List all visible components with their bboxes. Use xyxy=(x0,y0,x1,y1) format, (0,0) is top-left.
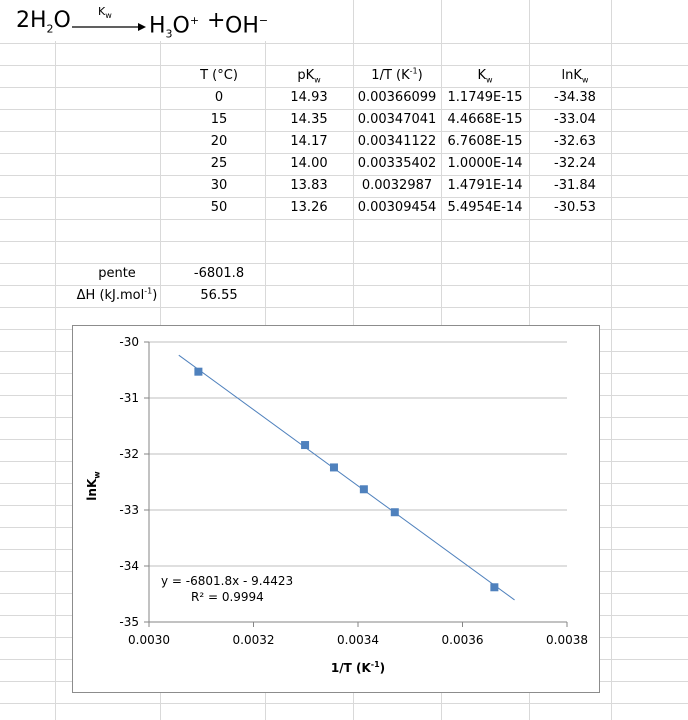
cell-lnkw[interactable]: -30.53 xyxy=(554,200,596,215)
cell-temperature[interactable]: 20 xyxy=(210,134,228,149)
chart[interactable]: -30 -31 -32 -33 -34 -35 0.0030 0.0032 0.0034 0.00… xyxy=(72,325,600,693)
cell-temperature[interactable]: 15 xyxy=(210,112,228,127)
cell-kw[interactable]: 4.4668E-15 xyxy=(447,112,523,127)
header-temperature[interactable]: T (°C) xyxy=(200,68,238,83)
cell-kw[interactable]: 5.4954E-14 xyxy=(447,200,523,215)
grid-row-line xyxy=(0,87,688,88)
grid-row-line xyxy=(0,307,688,308)
x-tick-label: 0.0032 xyxy=(233,633,275,647)
y-tick-label: -35 xyxy=(119,615,139,629)
cell-pkw[interactable]: 14.00 xyxy=(290,156,328,171)
cell-temperature[interactable]: 50 xyxy=(210,200,228,215)
cell-inverse-temperature[interactable]: 0.00366099 xyxy=(357,90,437,105)
grid-row-line xyxy=(0,241,688,242)
equilibrium-constant-label: Kw xyxy=(98,5,112,21)
grid-column-line xyxy=(55,0,56,720)
cell-kw[interactable]: 1.0000E-14 xyxy=(447,156,523,171)
cell-kw[interactable]: 1.4791E-14 xyxy=(447,178,523,193)
y-tick-label: -30 xyxy=(119,335,139,349)
slope-label[interactable]: pente xyxy=(98,266,136,281)
grid-column-line xyxy=(611,0,612,720)
cell-pkw[interactable]: 13.83 xyxy=(290,178,328,193)
plus-sign: + xyxy=(207,8,226,33)
cell-inverse-temperature[interactable]: 0.00335402 xyxy=(357,156,437,171)
cell-pkw[interactable]: 14.35 xyxy=(290,112,328,127)
cell-lnkw[interactable]: -32.63 xyxy=(554,134,596,149)
enthalpy-label[interactable]: ΔH (kJ.mol-1) xyxy=(76,286,158,303)
cell-lnkw[interactable]: -32.24 xyxy=(554,156,596,171)
grid-row-line xyxy=(0,175,688,176)
cell-inverse-temperature[interactable]: 0.00347041 xyxy=(357,112,437,127)
cell-temperature[interactable]: 30 xyxy=(210,178,228,193)
grid-row-line xyxy=(0,65,688,66)
data-point xyxy=(329,463,338,472)
trendline-r2: R² = 0.9994 xyxy=(191,590,264,604)
reaction-arrow-icon xyxy=(72,23,146,31)
y-tick-label: -33 xyxy=(119,503,139,517)
grid-row-line xyxy=(0,703,688,704)
grid-row-line xyxy=(0,219,688,220)
chart-plot: -30 -31 -32 -33 -34 -35 0.0030 0.0032 0.0034 0.00… xyxy=(119,335,588,647)
data-point xyxy=(490,583,499,592)
y-tick-label: -32 xyxy=(119,447,139,461)
product-hydronium: H3O+ xyxy=(149,13,200,41)
cell-pkw[interactable]: 14.17 xyxy=(290,134,328,149)
cell-temperature[interactable]: 0 xyxy=(214,90,224,105)
reactant-water: 2H2O xyxy=(16,8,71,36)
cell-inverse-temperature[interactable]: 0.00341122 xyxy=(357,134,437,149)
x-tick-label: 0.0034 xyxy=(337,633,379,647)
cell-lnkw[interactable]: -34.38 xyxy=(554,90,596,105)
x-axis-label: 1/T (K-1) xyxy=(330,660,386,675)
data-point xyxy=(359,485,368,494)
trendline-label: y = -6801.8x - 9.4423 R² = 0.9994 xyxy=(161,573,293,605)
slope-value[interactable]: -6801.8 xyxy=(193,266,245,281)
x-tick-label: 0.0030 xyxy=(128,633,170,647)
grid-row-line xyxy=(0,131,688,132)
cell-lnkw[interactable]: -31.84 xyxy=(554,178,596,193)
cell-pkw[interactable]: 13.26 xyxy=(290,200,328,215)
reaction-equation[interactable]: 2H2O Kw H3O+ + OH− xyxy=(0,0,283,41)
enthalpy-value[interactable]: 56.55 xyxy=(200,288,238,303)
data-point xyxy=(390,508,399,517)
header-inverse-temperature[interactable]: 1/T (K-1) xyxy=(371,66,423,83)
data-point xyxy=(301,441,310,450)
grid-row-line xyxy=(0,43,688,44)
grid-row-line xyxy=(0,153,688,154)
cell-temperature[interactable]: 25 xyxy=(210,156,228,171)
y-tick-label: -34 xyxy=(119,559,139,573)
data-point xyxy=(194,367,203,376)
grid-row-line xyxy=(0,197,688,198)
trendline-equation: y = -6801.8x - 9.4423 xyxy=(161,574,294,588)
cell-kw[interactable]: 1.1749E-15 xyxy=(447,90,523,105)
cell-inverse-temperature[interactable]: 0.0032987 xyxy=(361,178,433,193)
cell-lnkw[interactable]: -33.04 xyxy=(554,112,596,127)
grid-row-line xyxy=(0,109,688,110)
product-hydroxide: OH− xyxy=(225,13,269,39)
header-kw[interactable]: Kw xyxy=(477,68,493,85)
cell-kw[interactable]: 6.7608E-15 xyxy=(447,134,523,149)
grid-row-line xyxy=(0,263,688,264)
y-axis-label: lnKw xyxy=(85,471,102,501)
y-tick-label: -31 xyxy=(119,391,139,405)
header-pkw[interactable]: pKw xyxy=(297,68,321,85)
x-tick-label: 0.0038 xyxy=(546,633,588,647)
grid-row-line xyxy=(0,285,688,286)
cell-pkw[interactable]: 14.93 xyxy=(290,90,328,105)
x-tick-label: 0.0036 xyxy=(442,633,484,647)
trendline xyxy=(178,354,515,601)
header-lnkw[interactable]: lnKw xyxy=(561,68,589,85)
cell-inverse-temperature[interactable]: 0.00309454 xyxy=(357,200,437,215)
